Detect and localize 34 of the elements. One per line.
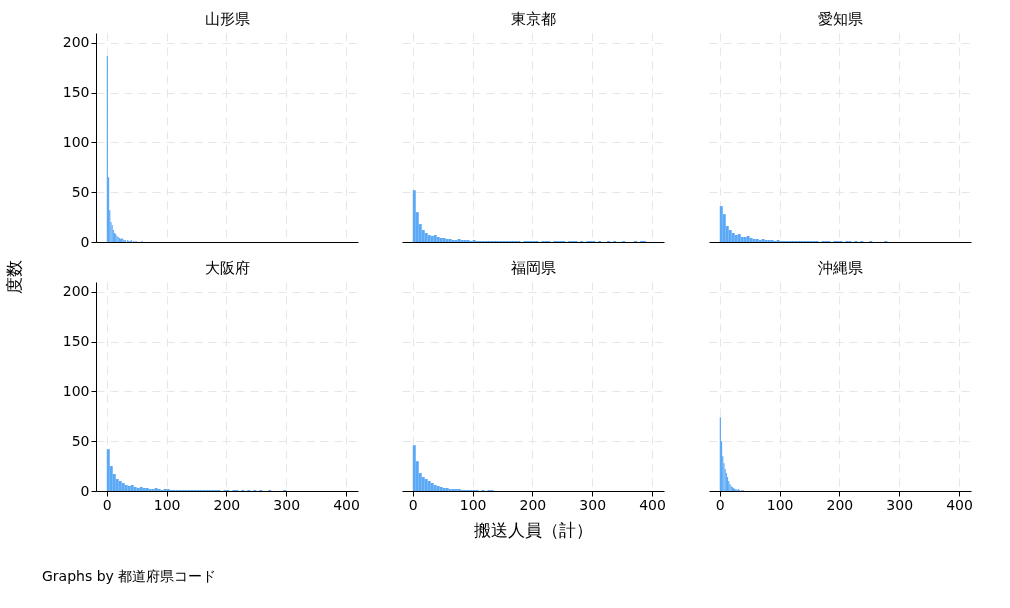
y-tick-label: 100 xyxy=(62,133,90,150)
x-tick-label: 200 xyxy=(826,496,854,513)
y-tick-label: 150 xyxy=(62,333,90,350)
y-tick-label: 200 xyxy=(62,34,90,51)
x-tick-label: 400 xyxy=(333,496,360,513)
x-tick-label: 400 xyxy=(639,496,666,513)
chart-title: 愛知県 xyxy=(817,10,863,28)
x-tick-label: 0 xyxy=(102,496,112,513)
chart-title: 山形県 xyxy=(204,10,250,28)
y-tick-label: 0 xyxy=(80,233,90,250)
chart-title: 東京都 xyxy=(510,10,556,28)
chart-title: 沖縄県 xyxy=(817,259,863,277)
y-tick-label: 50 xyxy=(71,183,90,200)
x-axis-title: 搬送人員（計） xyxy=(474,519,593,540)
x-tick-label: 400 xyxy=(946,496,973,513)
text: Graphs by 都道府県コード xyxy=(42,568,217,586)
x-tick-label: 0 xyxy=(408,496,418,513)
chart-title: 大阪府 xyxy=(204,259,250,277)
chart-title: 福岡県 xyxy=(510,259,556,277)
x-tick-label: 100 xyxy=(766,496,794,513)
y-tick-label: 150 xyxy=(62,84,90,101)
x-tick-label: 200 xyxy=(519,496,547,513)
x-tick-label: 0 xyxy=(715,496,725,513)
y-tick-label: 50 xyxy=(71,432,90,449)
x-tick-label: 100 xyxy=(153,496,181,513)
x-tick-label: 100 xyxy=(459,496,487,513)
x-tick-label: 300 xyxy=(579,496,607,513)
y-tick-label: 0 xyxy=(80,482,90,499)
x-tick-label: 300 xyxy=(273,496,301,513)
y-tick-label: 100 xyxy=(62,382,90,399)
x-tick-label: 300 xyxy=(886,496,914,513)
y-tick-label: 200 xyxy=(62,283,90,300)
y-axis-title: 度数 xyxy=(3,259,24,294)
x-tick-label: 200 xyxy=(213,496,241,513)
